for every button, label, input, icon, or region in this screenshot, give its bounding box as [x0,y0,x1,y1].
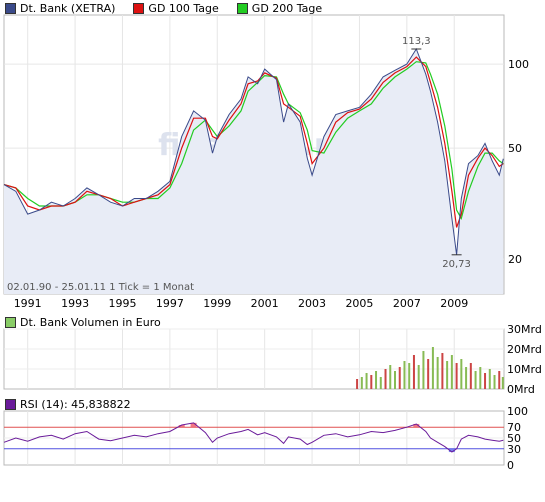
volume-bar [375,371,378,389]
rsi-oversold-fill [448,448,455,453]
x-tick-label: 1997 [156,297,184,310]
rsi-line [3,422,504,453]
volume-bar [441,353,444,389]
volume-bar [393,371,396,389]
volume-y-tick-label: 30Mrd [507,323,542,336]
volume-bar [488,369,491,389]
volume-bar [408,363,411,389]
volume-bar [417,365,420,389]
x-tick-label: 1995 [108,297,136,310]
volume-bar [431,347,434,389]
y-tick-label: 100 [508,58,529,71]
volume-bar [474,371,477,389]
volume-bar [436,357,439,389]
volume-bar [384,369,387,389]
volume-bar [465,367,468,389]
gd100-line [3,56,504,228]
volume-bar [365,373,368,389]
volume-bar [360,377,363,389]
volume-bar [370,375,373,389]
rsi-overbought-fill [413,423,420,428]
x-tick-label: 2001 [251,297,279,310]
legend-label-price: Dt. Bank (XETRA) [20,2,116,15]
volume-bar [469,363,472,389]
volume-bar [455,363,458,389]
range-note: 02.01.90 - 25.01.11 1 Tick = 1 Monat [7,282,194,293]
x-tick-label: 2009 [440,297,468,310]
legend-label-volume: Dt. Bank Volumen in Euro [20,316,161,329]
legend-item-gd200: GD 200 Tage [236,2,323,15]
y-tick-label: 50 [508,142,522,155]
volume-bar [493,375,496,389]
volume-bar [460,359,463,389]
volume-bar [446,361,449,389]
legend-swatch-price [5,3,16,14]
volume-bar [403,361,406,389]
volume-bar [379,377,382,389]
volume-bar [422,351,425,389]
rsi-overbought-fill [190,422,197,428]
rsi-y-tick-label: 30 [507,443,521,456]
x-tick-label: 2007 [393,297,421,310]
volume-panel-frame [3,328,505,390]
volume-bar [450,355,453,389]
rsi-y-tick-label: 70 [507,421,521,434]
legend-item-volume: Dt. Bank Volumen in Euro [5,316,161,329]
rsi-y-tick-label: 0 [507,459,514,472]
legend-item-rsi: RSI (14): 45,838822 [5,398,131,411]
volume-bar [356,379,359,389]
volume-bar [427,359,430,389]
rsi-y-tick-label: 50 [507,432,521,445]
high-label: 113,3 [402,36,431,47]
legend-item-gd100: GD 100 Tage [133,2,219,15]
volume-bar [398,367,401,389]
volume-bar [484,373,487,389]
legend-swatch-volume [5,317,16,328]
legend-label-rsi: RSI (14): 45,838822 [20,398,131,411]
price-area [4,48,504,295]
legend-swatch-rsi [5,399,16,410]
volume-bar [498,371,501,389]
low-label: 20,73 [442,259,471,270]
volume-bar [412,355,415,389]
volume-bar [501,377,504,389]
x-tick-label: 1999 [203,297,231,310]
rsi-overbought-fill [178,425,185,428]
volume-bar [389,365,392,389]
y-tick-label: 20 [508,253,522,266]
x-tick-label: 2005 [345,297,373,310]
legend-swatch-gd100 [133,3,145,14]
volume-y-tick-label: 10Mrd [507,363,542,376]
volume-y-tick-label: 20Mrd [507,343,542,356]
x-tick-label: 1993 [61,297,89,310]
legend-label-gd200: GD 200 Tage [251,2,323,15]
volume-y-tick-label: 0Mrd [507,383,535,396]
rsi-y-tick-label: 100 [507,405,528,418]
price-legend: Dt. Bank (XETRA) GD 100 Tage GD 200 Tage [5,2,340,15]
volume-bar [479,367,482,389]
x-tick-label: 2003 [298,297,326,310]
legend-item-price: Dt. Bank (XETRA) [5,2,115,15]
volume-legend: Dt. Bank Volumen in Euro [5,316,179,329]
legend-swatch-gd200 [236,3,248,14]
price-line [3,47,504,255]
x-tick-label: 1991 [14,297,42,310]
legend-label-gd100: GD 100 Tage [148,2,219,15]
rsi-legend: RSI (14): 45,838822 [5,398,149,411]
